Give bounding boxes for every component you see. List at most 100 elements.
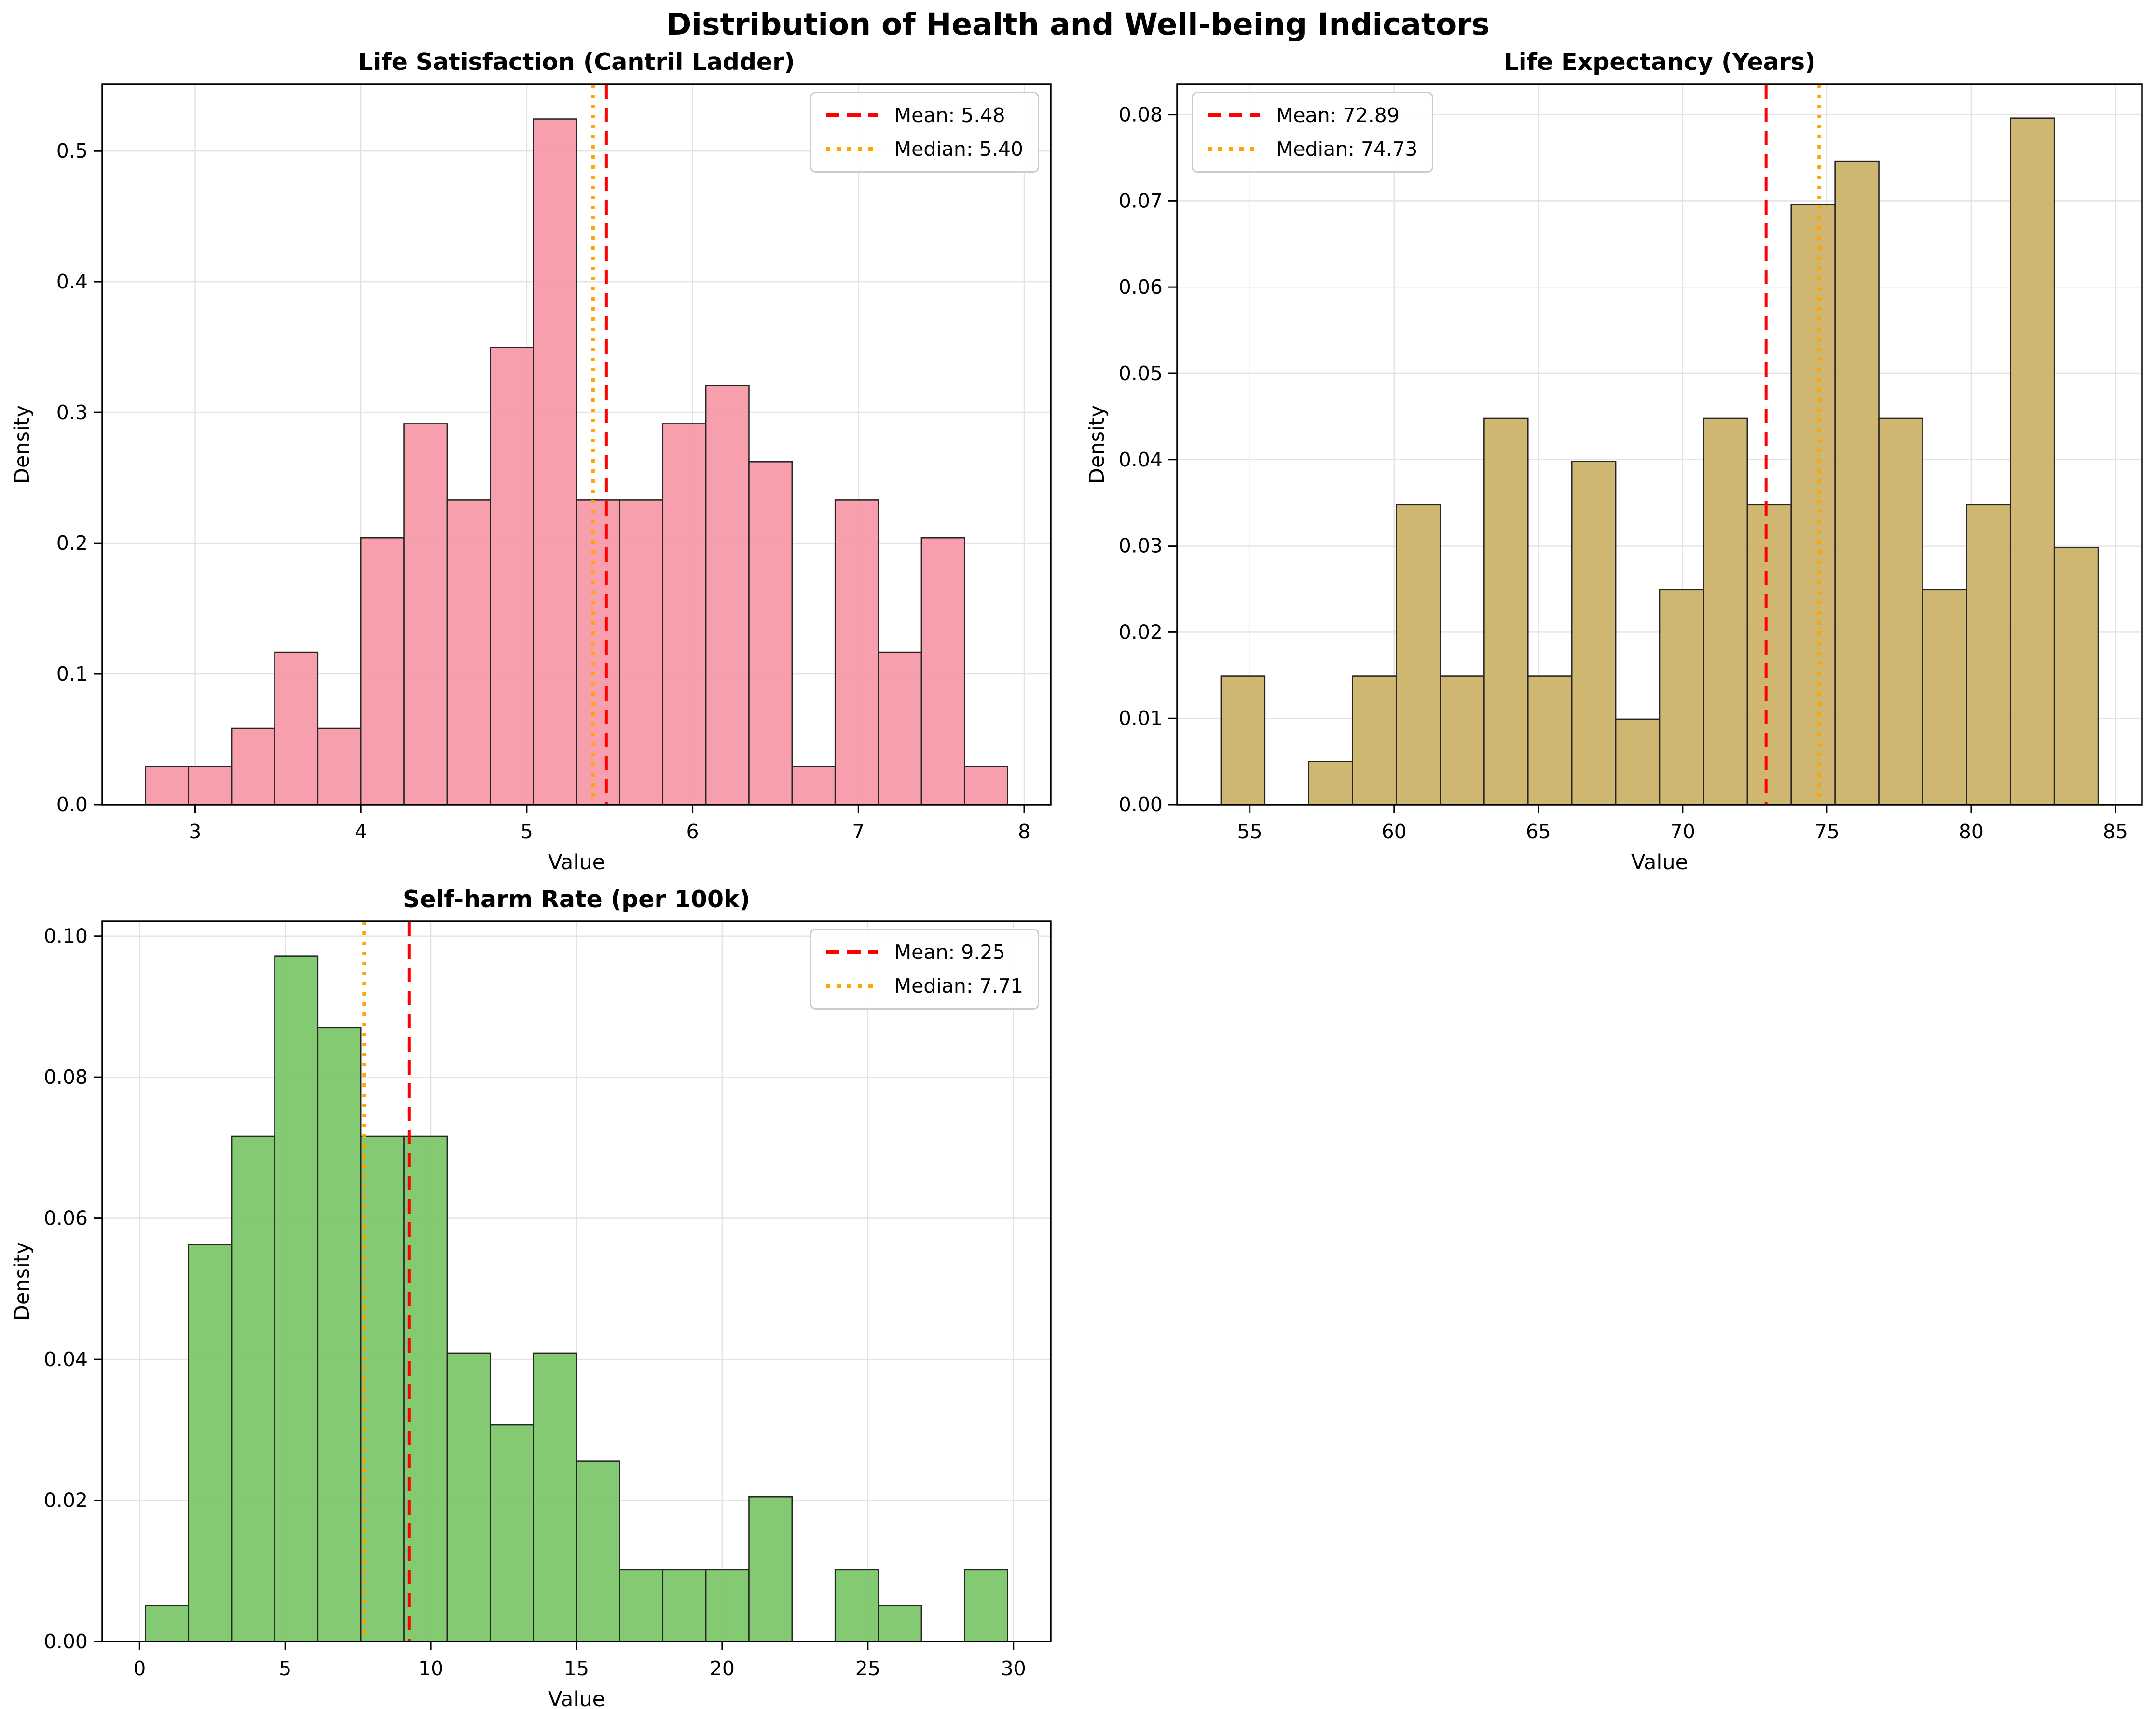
legend-life-expectancy: Mean: 72.89 Median: 74.73 <box>1192 92 1434 173</box>
y-tick-label: 0.05 <box>1119 362 1163 385</box>
histogram-bar <box>662 423 707 806</box>
histogram-bar <box>834 1569 879 1642</box>
histogram-bar <box>662 1569 707 1642</box>
histogram-bar <box>360 1135 405 1642</box>
y-tick-label: 0.06 <box>44 1207 88 1230</box>
legend-row-median: Median: 5.40 <box>825 137 1023 161</box>
axes-spines <box>1176 83 2143 806</box>
histogram-bar <box>1703 417 1748 806</box>
histogram-bar <box>1571 461 1617 806</box>
y-tick-label: 0.04 <box>44 1348 88 1371</box>
histogram-bar <box>274 955 319 1642</box>
x-tick-label: 60 <box>1382 820 1407 843</box>
legend-row-median: Median: 74.73 <box>1208 137 1417 161</box>
y-axis-label: Density <box>1085 405 1109 484</box>
histogram-bar <box>145 766 190 806</box>
x-tick-label: 8 <box>1018 820 1030 843</box>
y-tick-label: 0.00 <box>44 1630 88 1653</box>
legend-self-harm: Mean: 9.25 Median: 7.71 <box>810 929 1039 1010</box>
histogram-bar <box>403 1135 448 1642</box>
legend-row-mean: Mean: 72.89 <box>1208 104 1417 127</box>
y-tick-label: 0.08 <box>1119 103 1163 126</box>
histogram-bar <box>317 727 362 806</box>
histogram-bar <box>145 1605 190 1642</box>
x-tick-label: 25 <box>855 1657 880 1680</box>
legend-row-mean: Mean: 5.48 <box>825 104 1023 127</box>
histogram-bar <box>1440 675 1485 806</box>
y-tick-label: 0.01 <box>1119 707 1163 730</box>
median-line-swatch-icon <box>825 984 878 988</box>
histogram-bar <box>533 1352 577 1642</box>
histogram-bar <box>705 384 750 806</box>
histogram-bar <box>1615 718 1661 806</box>
histogram-bar <box>619 499 664 806</box>
x-tick-label: 80 <box>1959 820 1984 843</box>
x-tick-label: 10 <box>418 1657 443 1680</box>
x-tick-label: 7 <box>852 820 865 843</box>
histogram-bar <box>963 766 1008 806</box>
histogram-bar <box>188 766 233 806</box>
histogram-bars <box>145 118 1008 806</box>
mean-legend-label: Mean: 5.48 <box>894 104 1005 127</box>
histogram-bar <box>274 651 319 806</box>
histogram-bar <box>1483 417 1529 806</box>
subplot-title-self-harm: Self-harm Rate (per 100k) <box>402 886 751 913</box>
histogram-bar <box>231 727 275 806</box>
histogram-bar <box>489 1424 534 1642</box>
y-tick-label: 0.03 <box>1119 534 1163 558</box>
histogram-bar <box>1308 761 1353 806</box>
median-legend-label: Median: 5.40 <box>894 137 1023 161</box>
histogram-bar <box>878 1605 922 1642</box>
x-tick-label: 4 <box>355 820 367 843</box>
y-tick-label: 0.5 <box>56 139 88 163</box>
histogram-bar <box>791 766 836 806</box>
histogram-bar <box>403 423 448 806</box>
histogram-bar <box>576 1460 620 1642</box>
legend-row-median: Median: 7.71 <box>825 974 1023 998</box>
x-tick-label: 15 <box>564 1657 589 1680</box>
subplot-0-axes: 3 4 5 6 7 8 0.0 0.1 0.2 0.3 0.4 0.5 Value Density <box>10 83 1052 875</box>
histogram-bar <box>231 1135 275 1642</box>
mean-line-swatch-icon <box>825 950 878 954</box>
mean-legend-label: Mean: 72.89 <box>1276 104 1400 127</box>
x-tick-label: 65 <box>1526 820 1551 843</box>
histogram-bar <box>2009 117 2055 806</box>
y-tick-label: 0.1 <box>56 662 88 685</box>
x-tick-label: 20 <box>710 1657 735 1680</box>
histogram-bar <box>1220 675 1266 806</box>
x-tick-label: 5 <box>521 820 533 843</box>
x-tick-label: 55 <box>1237 820 1263 843</box>
y-tick-label: 0.3 <box>56 401 88 424</box>
histogram-bar <box>1396 504 1441 806</box>
y-axis-label: Density <box>10 1242 34 1321</box>
x-axis: 55 60 65 70 75 80 85 <box>1237 805 2128 843</box>
subplot-1-axes: 55 60 65 70 75 80 850.000.010.020.030.040.050.… <box>1085 83 2143 875</box>
histogram-bar <box>1746 504 1792 806</box>
histogram-bar <box>834 499 879 806</box>
y-axis: 0.0 0.1 0.2 0.3 0.4 0.5 <box>56 139 102 816</box>
x-tick-label: 70 <box>1670 820 1695 843</box>
histogram-bar <box>963 1569 1008 1642</box>
y-tick-label: 0.02 <box>44 1489 88 1512</box>
y-tick-label: 0.06 <box>1119 275 1163 299</box>
y-tick-label: 0.4 <box>56 270 88 293</box>
histogram-bar <box>1966 504 2011 806</box>
legend-row-mean: Mean: 9.25 <box>825 941 1023 964</box>
histogram-bar <box>1878 417 1923 806</box>
histogram-bar <box>920 537 965 806</box>
y-tick-label: 0.2 <box>56 532 88 555</box>
histogram-bar <box>1922 589 1967 806</box>
histogram-bar <box>317 1027 362 1642</box>
histogram-bar <box>878 651 922 806</box>
legend-life-satisfaction: Mean: 5.48 Median: 5.40 <box>810 92 1039 173</box>
y-tick-label: 0.08 <box>44 1066 88 1089</box>
x-axis: 0 5 10 15 20 25 30 <box>133 1641 1026 1680</box>
histogram-bar <box>360 537 405 806</box>
histogram-bar <box>489 347 534 806</box>
subplot-title-life-expectancy: Life Expectancy (Years) <box>1503 48 1816 76</box>
histogram-bar <box>1352 675 1397 806</box>
histogram-bar <box>446 499 491 806</box>
x-tick-label: 0 <box>133 1657 146 1680</box>
x-axis: 3 4 5 6 7 8 <box>189 805 1030 843</box>
histogram-bars <box>1220 117 2099 806</box>
